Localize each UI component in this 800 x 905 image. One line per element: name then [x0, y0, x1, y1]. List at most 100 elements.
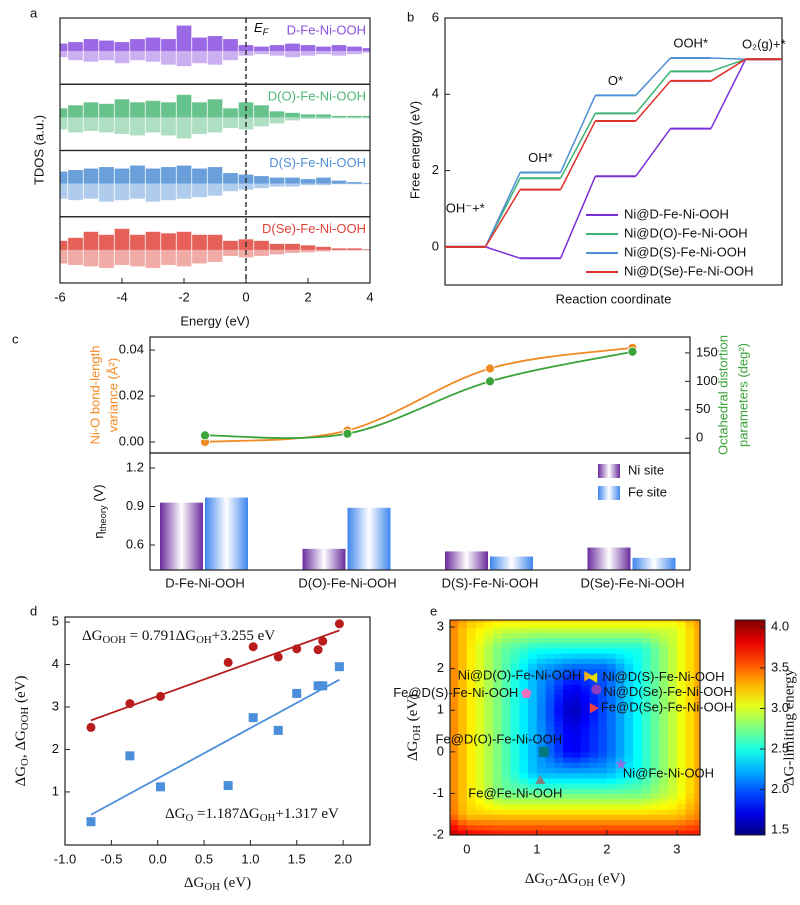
dos-bar [300, 117, 316, 119]
heatmap-cell [484, 620, 494, 623]
heatmap-cell [641, 803, 652, 810]
heatmap-cell [676, 720, 687, 727]
heatmap-cell [466, 720, 477, 727]
heatmap-cell [651, 611, 660, 617]
heatmap-cell [659, 679, 669, 685]
dos-bar [192, 117, 207, 134]
heatmap-cell [458, 731, 468, 737]
bar [160, 502, 203, 570]
heatmap-cell [615, 751, 625, 758]
heatmap-cell [519, 710, 529, 717]
heatmap-cell [450, 699, 459, 706]
heatmap-cell [528, 668, 538, 675]
fit-equation: ΔGO =1.187ΔGOH+1.317 eV [165, 806, 339, 824]
heatmap-cell [606, 642, 617, 649]
x-tick-label: -2 [178, 289, 190, 304]
heatmap-cell [676, 632, 687, 639]
heatmap-cell [676, 668, 687, 675]
connector [635, 57, 672, 96]
heatmap-cell [458, 694, 468, 701]
heatmap-cell [580, 663, 590, 670]
heatmap-cell [475, 783, 485, 789]
heatmap-cell [441, 611, 450, 617]
heatmap-cell [598, 653, 608, 659]
dos-bar [300, 114, 316, 118]
heatmap-cell [668, 694, 678, 701]
heatmap-cell [493, 715, 503, 722]
heatmap-cell [598, 620, 608, 623]
point [589, 702, 599, 714]
heatmap-cell [694, 668, 700, 675]
heatmap-cell [694, 725, 700, 732]
heatmap-cell [571, 809, 582, 815]
x-axis-label-part: OH [578, 877, 594, 889]
heatmap-cell [580, 751, 590, 758]
heatmap-cell [449, 611, 458, 617]
heatmap-cell [450, 694, 459, 701]
heatmap-cell [633, 611, 642, 617]
heatmap-cell [441, 762, 450, 768]
heatmap-cell [641, 762, 652, 769]
heatmap-cell [598, 762, 608, 769]
heatmap-cell [563, 668, 573, 675]
heatmap-cell [458, 746, 468, 753]
dos-bar [285, 112, 300, 118]
heatmap-cell [641, 621, 652, 628]
y-axis-label-part: ΔG [13, 766, 29, 787]
heatmap-cell [475, 647, 485, 654]
dos-bar [130, 234, 145, 250]
heatmap-cell [458, 741, 468, 748]
heatmap-cell [580, 803, 590, 810]
y-tick-label: 6 [432, 9, 439, 24]
heatmap-cell [475, 694, 485, 701]
heatmap-cell [580, 699, 590, 706]
heatmap-cell [615, 673, 625, 680]
heatmap-cell [580, 715, 590, 722]
heatmap-cell [633, 824, 643, 831]
heatmap-cell [624, 673, 634, 680]
heatmap-cell [563, 663, 573, 670]
heatmap-cell [668, 762, 678, 769]
heatmap-cell [668, 606, 677, 612]
heatmap-cell [606, 788, 617, 795]
heatmap-cell [519, 746, 529, 753]
heatmap-cell [563, 757, 573, 763]
heatmap-cell [580, 793, 590, 800]
heatmap-cell [528, 793, 538, 800]
connector [559, 95, 596, 173]
heatmap-cell [458, 824, 468, 831]
heatmap-cell [659, 647, 669, 654]
heatmap-cell [659, 684, 669, 691]
heatmap-cell [694, 606, 703, 612]
heatmap-cell [493, 627, 503, 633]
heatmap-cell [685, 720, 695, 727]
dos-bar [83, 39, 99, 52]
dos-bar [130, 165, 145, 184]
heatmap-cell [458, 715, 468, 722]
point [485, 363, 495, 374]
heatmap-cell [501, 689, 512, 696]
dos-bar [145, 168, 161, 184]
heatmap-cell [450, 824, 459, 831]
point [342, 428, 353, 439]
heatmap-cell [475, 814, 485, 821]
heatmap-cell [510, 621, 520, 628]
heatmap-cell [554, 819, 564, 826]
dos-bar [285, 249, 300, 253]
heatmap-cell [571, 746, 582, 753]
heatmap-cell [563, 788, 573, 795]
heatmap-cell [563, 731, 573, 737]
y-axis-label: variance (Å²) [105, 358, 120, 432]
heatmap-cell [650, 757, 660, 763]
dos-bar [285, 43, 300, 52]
heatmap-cell [475, 705, 485, 711]
heatmap-cell [528, 663, 538, 670]
heatmap-cell [580, 725, 590, 732]
dos-bar [176, 165, 192, 184]
heatmap-cell [475, 762, 485, 769]
dos-bar [68, 249, 83, 265]
connector [485, 246, 521, 260]
heatmap-cell [554, 668, 564, 675]
heatmap-cell [624, 679, 634, 685]
heatmap-cell [676, 803, 687, 810]
